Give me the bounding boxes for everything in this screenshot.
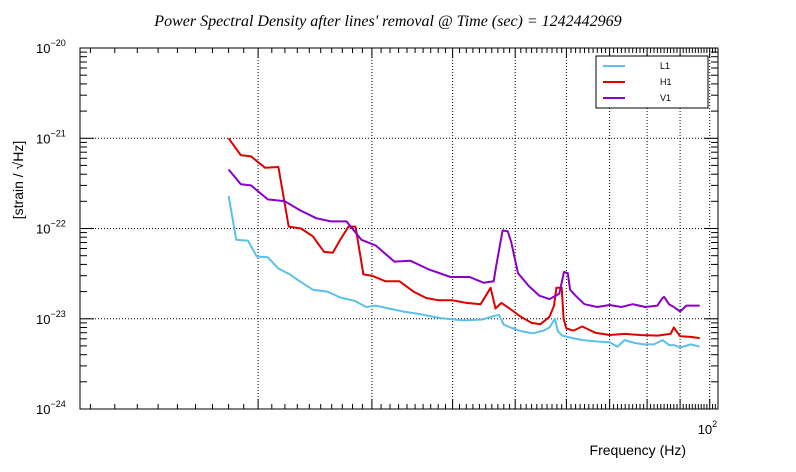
legend-label-l1: L1 — [660, 61, 670, 71]
series-line-l1 — [227, 195, 700, 349]
y-tick-label: 10−20 — [36, 38, 66, 56]
x-tick-label: 102 — [698, 419, 717, 437]
y-tick-label: 10−21 — [36, 128, 66, 146]
x-axis-label: Frequency (Hz) — [590, 442, 686, 458]
series-line-h1 — [227, 137, 700, 340]
legend: L1 H1 V1 — [595, 55, 709, 109]
axis-ticks — [80, 48, 719, 410]
legend-label-v1: V1 — [660, 93, 671, 103]
y-axis-label: [strain / √Hz] — [10, 141, 26, 219]
axis-tick-labels: 10−24 10−23 10−22 10−21 10−20 102 — [36, 38, 717, 437]
series-lines — [227, 137, 700, 349]
chart-title: Power Spectral Density after lines' remo… — [153, 13, 621, 30]
y-tick-label: 10−24 — [36, 399, 66, 417]
y-tick-label: 10−22 — [36, 219, 66, 237]
y-tick-label: 10−23 — [36, 309, 66, 327]
legend-label-h1: H1 — [660, 77, 672, 87]
series-line-v1 — [227, 168, 700, 313]
